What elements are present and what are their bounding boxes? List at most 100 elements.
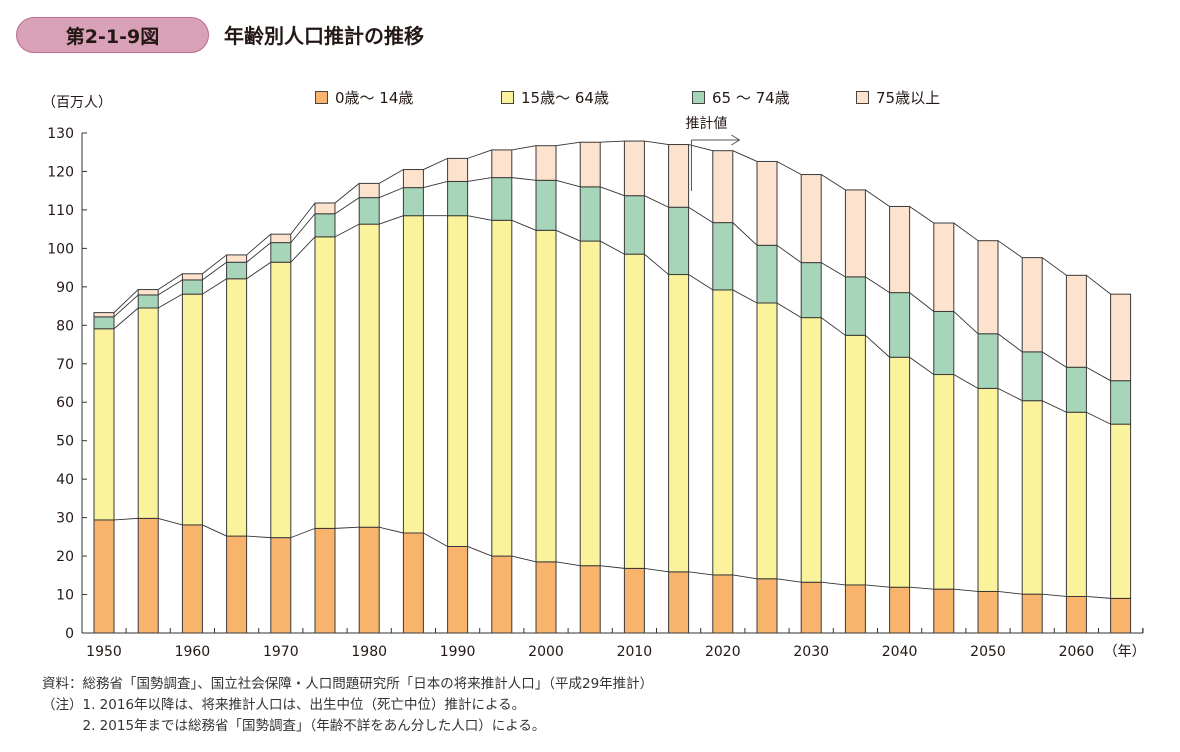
legend-swatch xyxy=(501,91,514,104)
x-axis-unit-label: （年） xyxy=(1104,644,1146,660)
legend-label: 0歳～ 14歳 xyxy=(335,89,414,107)
y-tick-label: 110 xyxy=(47,203,74,219)
source-note: 資料：総務省「国勢調査」、国立社会保障・人口問題研究所「日本の将来推計人口」（平… xyxy=(42,676,654,692)
bar-segment-1975-s1 xyxy=(314,236,336,529)
x-tick-label: 2010 xyxy=(617,644,653,660)
bar-segment-2015-s0 xyxy=(668,571,690,634)
y-axis-unit-label: （百万人） xyxy=(42,95,112,111)
series-connector-line xyxy=(202,278,227,295)
series-connector-line xyxy=(1086,366,1111,382)
bar-segment-1970-s3 xyxy=(270,233,292,244)
series-connector-line xyxy=(997,240,1023,258)
bar-segment-2040-s0 xyxy=(889,586,911,634)
bar-segment-1970-s2 xyxy=(270,242,292,263)
bar-segment-2060-s3 xyxy=(1065,274,1087,368)
x-tick-label: 1990 xyxy=(440,644,476,660)
legend-item-65-74: 65 ～ 74歳 xyxy=(692,87,790,108)
series-connector-line xyxy=(953,588,979,592)
bar-segment-2025-s1 xyxy=(756,302,778,580)
series-connector-line xyxy=(157,279,183,296)
series-connector-line xyxy=(732,574,758,580)
series-connector-line xyxy=(334,223,360,238)
series-connector-line xyxy=(997,591,1023,595)
bar-segment-1990-s3 xyxy=(447,157,469,182)
series-connector-line xyxy=(865,584,890,588)
bar-segment-2005-s1 xyxy=(579,240,601,567)
series-connector-line xyxy=(555,141,581,147)
series-connector-line xyxy=(157,273,183,290)
y-tick-label: 90 xyxy=(56,280,74,296)
bar-segment-2005-s2 xyxy=(579,186,601,242)
series-connector-line xyxy=(467,149,492,159)
series-connector-line xyxy=(555,229,581,242)
series-connector-line xyxy=(467,215,492,221)
bar-segment-2020-s0 xyxy=(712,574,734,634)
x-tick-label: 1950 xyxy=(86,644,122,660)
legend-swatch xyxy=(315,91,328,104)
series-connector-line xyxy=(953,311,979,335)
series-connector-line xyxy=(290,213,316,243)
bar-segment-2065-s3 xyxy=(1110,293,1132,382)
bar-segment-2045-s2 xyxy=(933,310,955,376)
series-connector-line xyxy=(1086,274,1111,295)
series-connector-line xyxy=(379,526,404,534)
series-connector-line xyxy=(290,236,316,263)
bar-segment-1985-s1 xyxy=(402,215,424,534)
series-connector-line xyxy=(688,571,713,576)
y-tick-label: 50 xyxy=(56,434,74,450)
series-connector-line xyxy=(776,161,802,175)
series-connector-line xyxy=(1042,593,1067,597)
series-connector-line xyxy=(246,233,272,256)
bar-segment-1980-s1 xyxy=(358,223,380,528)
bar-segment-2055-s3 xyxy=(1021,257,1043,353)
series-connector-line xyxy=(511,219,537,231)
legend-item-75-plus: 75歳以上 xyxy=(856,87,940,108)
bar-segment-2050-s0 xyxy=(977,590,999,634)
bar-segment-1960-s3 xyxy=(181,273,203,281)
legend-swatch xyxy=(856,91,869,104)
series-connector-line xyxy=(909,356,935,375)
bar-segment-2055-s2 xyxy=(1021,351,1043,402)
series-connector-line xyxy=(997,333,1023,353)
bar-segment-1950-s1 xyxy=(93,328,115,521)
x-tick-label: 1970 xyxy=(263,644,299,660)
series-connector-line xyxy=(379,215,404,225)
series-connector-line xyxy=(600,565,625,569)
series-connector-line xyxy=(423,181,448,189)
series-connector-line xyxy=(820,174,846,191)
series-connector-line xyxy=(555,561,581,567)
series-connector-line xyxy=(157,293,183,309)
bar-segment-2020-s3 xyxy=(712,150,734,224)
bar-segment-1985-s2 xyxy=(402,187,424,217)
bar-segment-2035-s3 xyxy=(844,189,866,278)
series-connector-line xyxy=(820,262,846,278)
bar-segment-1995-s0 xyxy=(491,555,513,634)
bar-segment-1955-s0 xyxy=(137,517,159,634)
series-connector-line xyxy=(599,240,625,255)
series-connector-line xyxy=(334,526,360,529)
legend-swatch xyxy=(692,91,705,104)
series-connector-line xyxy=(1041,257,1067,276)
bar-segment-1975-s2 xyxy=(314,213,336,238)
y-tick-label: 100 xyxy=(47,241,74,257)
arrow-right-icon xyxy=(731,134,741,146)
bar-segment-2000-s1 xyxy=(535,229,557,563)
bar-segment-1980-s2 xyxy=(358,197,380,225)
series-connector-line xyxy=(158,517,183,526)
series-connector-line xyxy=(644,140,669,145)
series-connector-line xyxy=(865,189,890,207)
bar-segment-1995-s1 xyxy=(491,219,513,557)
bar-segment-1955-s1 xyxy=(137,307,159,519)
bar-segment-2020-s2 xyxy=(712,222,734,291)
series-connector-line xyxy=(997,387,1023,402)
series-connector-line xyxy=(113,294,139,318)
series-connector-line xyxy=(1086,596,1111,599)
bar-segment-2005-s3 xyxy=(579,141,601,188)
bar-segment-1970-s0 xyxy=(270,537,292,634)
series-connector-line xyxy=(246,261,272,280)
series-connector-line xyxy=(865,276,890,293)
series-connector-line xyxy=(776,578,802,583)
bar-segment-1950-s0 xyxy=(93,519,115,634)
series-connector-line xyxy=(511,555,537,563)
bar-segment-1965-s1 xyxy=(226,278,248,537)
